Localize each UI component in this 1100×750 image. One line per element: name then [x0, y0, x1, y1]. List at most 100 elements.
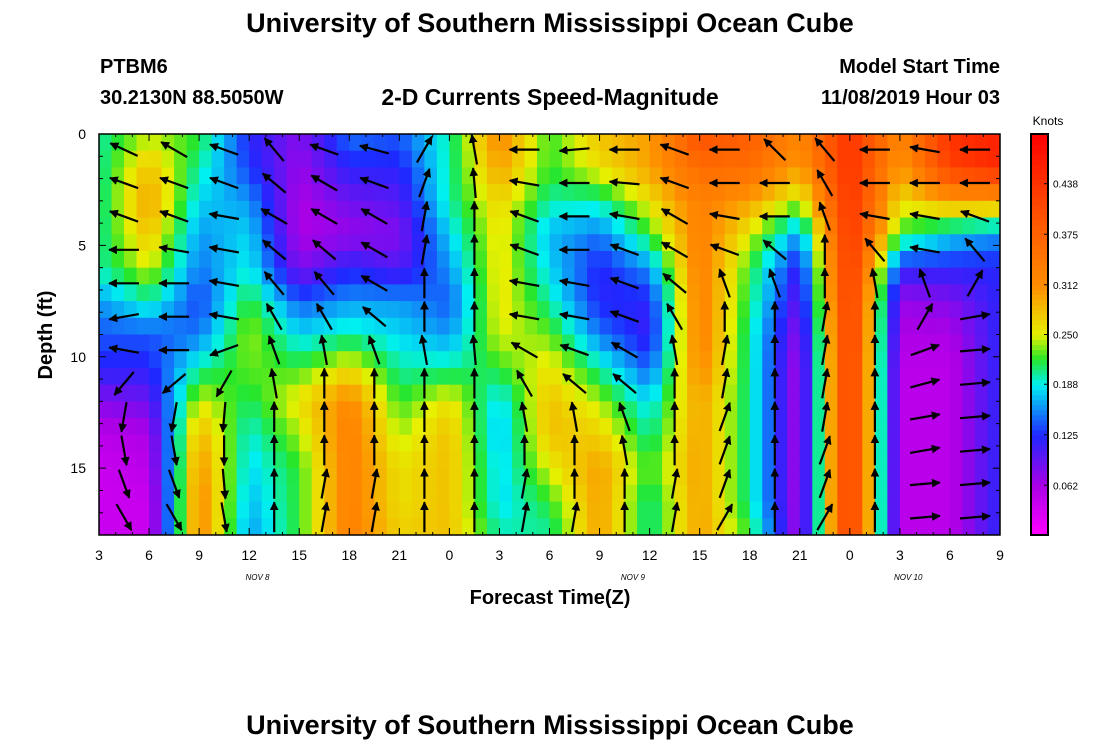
heatmap-cell: [674, 401, 688, 419]
colorbar-segment: [1031, 419, 1048, 426]
heatmap-cell: [99, 317, 113, 336]
heatmap-cell: [174, 317, 188, 336]
heatmap-cell: [311, 418, 325, 436]
heatmap-cell: [662, 468, 676, 486]
heatmap-cell: [987, 384, 1000, 402]
heatmap-cell: [386, 217, 400, 235]
heatmap-cell: [111, 401, 125, 419]
heatmap-cell: [574, 317, 588, 336]
x-tick-label: 0: [846, 547, 854, 563]
heatmap-cell: [887, 267, 901, 285]
heatmap-cell: [724, 284, 738, 302]
heatmap-cell: [587, 134, 601, 152]
heatmap-cell: [249, 468, 263, 486]
heatmap-cell: [662, 501, 676, 519]
heatmap-cell: [724, 484, 738, 503]
heatmap-cell: [511, 501, 526, 519]
heatmap-cell: [562, 384, 576, 402]
heatmap-cell: [399, 250, 413, 269]
heatmap-cell: [249, 267, 263, 285]
heatmap-cell: [562, 217, 576, 235]
heatmap-cell: [849, 451, 863, 469]
heatmap-cell: [949, 217, 964, 235]
heatmap-cell: [624, 518, 638, 535]
x-tick-label: 9: [996, 547, 1004, 563]
heatmap-cell: [311, 434, 325, 453]
heatmap-cell: [236, 518, 250, 535]
heatmap-cell: [774, 200, 788, 219]
heatmap-cell: [649, 301, 663, 319]
heatmap-cell: [424, 301, 438, 319]
heatmap-cell: [649, 250, 663, 269]
colorbar-segment: [1031, 149, 1048, 155]
colorbar-segment: [1031, 509, 1048, 516]
heatmap-cell: [524, 334, 538, 352]
heatmap-cell: [424, 468, 438, 486]
heatmap-cell: [849, 367, 863, 386]
colorbar-segment: [1031, 389, 1048, 396]
heatmap-cell: [599, 334, 613, 352]
heatmap-cell: [949, 518, 964, 535]
heatmap-cell: [224, 418, 238, 436]
heatmap-cell: [149, 468, 163, 486]
heatmap-cell: [599, 284, 613, 302]
heatmap-cell: [574, 150, 588, 169]
heatmap-cell: [937, 200, 951, 219]
heatmap-cell: [712, 501, 726, 519]
heatmap-cell: [499, 150, 513, 169]
heatmap-cell: [587, 150, 601, 169]
heatmap-cell: [499, 501, 513, 519]
heatmap-cell: [599, 367, 613, 386]
heatmap-cell: [612, 518, 626, 535]
heatmap-cell: [937, 418, 951, 436]
current-arrow: [818, 435, 832, 465]
colorbar-segment: [1031, 469, 1048, 476]
heatmap-cell: [974, 134, 989, 152]
heatmap-cell: [737, 167, 751, 185]
heatmap-cell: [962, 301, 976, 319]
heatmap-cell: [174, 418, 188, 436]
current-arrow: [420, 234, 430, 265]
heatmap-cell: [912, 284, 926, 302]
heatmap-cell: [749, 234, 763, 252]
heatmap-cell: [574, 334, 588, 352]
heatmap-cell: [99, 284, 113, 302]
heatmap-cell: [799, 468, 813, 486]
heatmap-cell: [324, 267, 338, 285]
heatmap-cell: [124, 351, 138, 369]
heatmap-cell: [874, 401, 888, 419]
heatmap-cell: [511, 351, 526, 369]
heatmap-cell: [149, 234, 163, 252]
heatmap-cell: [424, 484, 438, 503]
heatmap-cell: [511, 250, 526, 269]
heatmap-cell: [549, 501, 563, 519]
heatmap-cell: [286, 267, 300, 285]
current-arrow: [167, 469, 181, 499]
heatmap-cell: [449, 418, 463, 436]
heatmap-cell: [111, 518, 125, 535]
heatmap-cell: [361, 418, 375, 436]
heatmap-cell: [799, 334, 813, 352]
heatmap-cell: [599, 250, 613, 269]
heatmap-cell: [849, 217, 863, 235]
heatmap-cell: [136, 367, 150, 386]
heatmap-cell: [737, 217, 751, 235]
heatmap-cell: [461, 317, 476, 336]
heatmap-cell: [249, 367, 263, 386]
heatmap-cell: [361, 367, 375, 386]
heatmap-cell: [599, 384, 613, 402]
heatmap-cell: [111, 351, 125, 369]
heatmap-cell: [224, 401, 238, 419]
heatmap-cell: [336, 468, 350, 486]
heatmap-cell: [887, 518, 901, 535]
heatmap-cell: [899, 217, 913, 235]
heatmap-cell: [887, 234, 901, 252]
heatmap-cell: [574, 184, 588, 202]
heatmap-cell: [236, 284, 250, 302]
heatmap-cell: [624, 367, 638, 386]
heatmap-cell: [574, 200, 588, 219]
colorbar-segment: [1031, 314, 1048, 321]
heatmap-cell: [687, 317, 701, 336]
heatmap-cell: [862, 351, 876, 369]
heatmap-cell: [286, 434, 300, 453]
